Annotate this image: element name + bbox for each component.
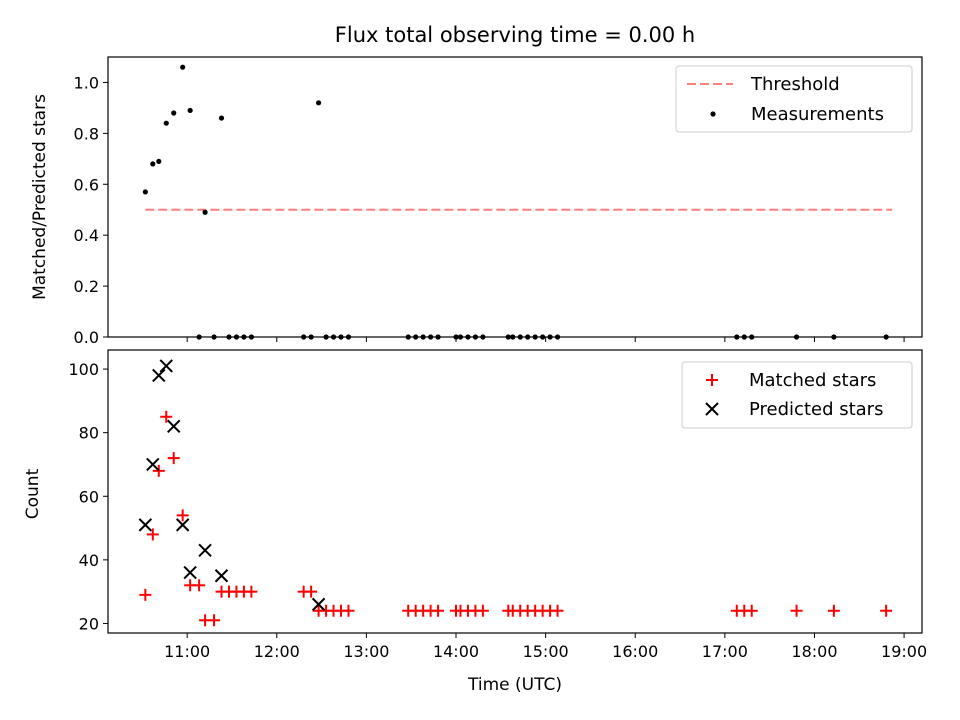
predicted-star-stroke xyxy=(152,368,166,383)
x-tick-label: 17:00 xyxy=(702,642,748,661)
predicted-star-point xyxy=(138,518,153,532)
matched-star-point xyxy=(245,585,258,598)
bottom-plot-area xyxy=(138,359,893,627)
bottom-axes: 20 40 60 80 100 11:00 12:00 13:00 14:00 15:00 16:0… xyxy=(68,360,927,661)
top-axes-frame xyxy=(107,56,923,338)
bottom-legend: Matched stars Predicted stars xyxy=(681,361,913,429)
measurement-point xyxy=(142,189,148,195)
predicted-star-point xyxy=(183,565,197,580)
bottom-y-tick-label: 100 xyxy=(68,360,99,379)
matched-legend-label: Matched stars xyxy=(749,370,876,391)
predicted-star-point xyxy=(152,368,166,383)
top-y-tick-label: 1.0 xyxy=(74,73,99,92)
predicted-star-point xyxy=(311,597,326,612)
measurement-point xyxy=(163,120,169,126)
bottom-y-tick-label: 80 xyxy=(79,424,99,443)
matched-star-point xyxy=(305,585,318,598)
measurement-point xyxy=(187,107,193,114)
x-tick-label: 11:00 xyxy=(164,642,210,661)
predicted-star-stroke xyxy=(175,518,190,532)
matched-star-point xyxy=(146,528,159,541)
matched-star-point xyxy=(790,604,803,617)
matched-star-point xyxy=(193,579,206,592)
matched-star-point xyxy=(152,464,165,477)
x-tick-label: 14:00 xyxy=(433,642,479,661)
predicted-star-point xyxy=(167,419,181,434)
bottom-y-tick-label: 60 xyxy=(79,487,99,506)
predicted-star-stroke xyxy=(167,419,181,434)
predicted-star-stroke xyxy=(214,569,229,583)
x-tick-label: 16:00 xyxy=(612,642,658,661)
matched-star-point xyxy=(139,588,152,601)
predicted-legend-swatch xyxy=(705,402,719,416)
predicted-star-stroke xyxy=(311,597,326,612)
measurement-point xyxy=(202,209,208,215)
x-tick-label: 12:00 xyxy=(254,642,300,661)
top-y-tick-label: 0.2 xyxy=(74,277,99,296)
predicted-star-point xyxy=(198,543,212,558)
x-tick-label: 13:00 xyxy=(343,642,389,661)
top-legend-box xyxy=(675,65,913,133)
measurement-point xyxy=(150,161,156,167)
measurements-legend-swatch xyxy=(710,111,716,117)
predicted-star-point xyxy=(214,569,229,583)
predicted-star-point xyxy=(175,518,190,532)
top-y-tick-label: 0.6 xyxy=(74,175,99,194)
matched-legend-swatch xyxy=(706,374,718,386)
predicted-star-stroke xyxy=(138,518,153,532)
measurement-point xyxy=(180,64,186,70)
matched-star-point xyxy=(208,614,221,627)
predicted-legend-label: Predicted stars xyxy=(749,399,883,420)
top-y-tick-label: 0.4 xyxy=(74,226,99,245)
measurement-point xyxy=(171,110,177,116)
x-tick-label: 15:00 xyxy=(523,642,569,661)
measurement-point xyxy=(218,115,225,121)
bottom-legend-box xyxy=(681,361,913,429)
matched-star-point xyxy=(745,604,758,617)
matched-star-point xyxy=(551,604,564,617)
measurements-legend-label: Measurements xyxy=(751,104,884,125)
matched-star-point xyxy=(342,604,355,617)
top-y-tick-label: 0.0 xyxy=(74,328,99,347)
bottom-y-tick-label: 40 xyxy=(79,551,99,570)
top-y-axis-label: Matched/Predicted stars xyxy=(30,94,50,300)
bottom-axes-frame xyxy=(107,349,923,634)
x-axis-label: Time (UTC) xyxy=(467,675,562,695)
matched-star-point xyxy=(167,452,180,465)
matched-star-point xyxy=(880,604,893,617)
matched-star-point xyxy=(432,604,445,617)
predicted-star-stroke xyxy=(198,543,212,558)
bottom-y-tick-label: 20 xyxy=(79,614,99,633)
matched-star-point xyxy=(176,509,189,522)
threshold-legend-label: Threshold xyxy=(750,74,840,95)
top-axes: 0.0 0.2 0.4 0.6 0.8 1.0 xyxy=(74,73,905,347)
measurement-point xyxy=(315,100,322,106)
matched-star-point xyxy=(827,604,840,617)
top-legend: Threshold Measurements xyxy=(675,65,913,133)
predicted-star-point xyxy=(146,457,160,472)
predicted-star-stroke xyxy=(183,565,197,580)
matched-star-point xyxy=(476,604,489,617)
predicted-star-stroke xyxy=(146,457,160,472)
predicted-star-point xyxy=(159,359,173,373)
x-tick-label: 18:00 xyxy=(791,642,837,661)
predicted-star-stroke xyxy=(159,359,173,373)
matched-star-point xyxy=(160,410,173,423)
x-tick-label: 19:00 xyxy=(881,642,927,661)
top-y-tick-label: 0.8 xyxy=(74,124,99,143)
chart-title: Flux total observing time = 0.00 h xyxy=(335,23,695,47)
measurement-point xyxy=(156,158,162,164)
bottom-y-axis-label: Count xyxy=(23,468,43,519)
